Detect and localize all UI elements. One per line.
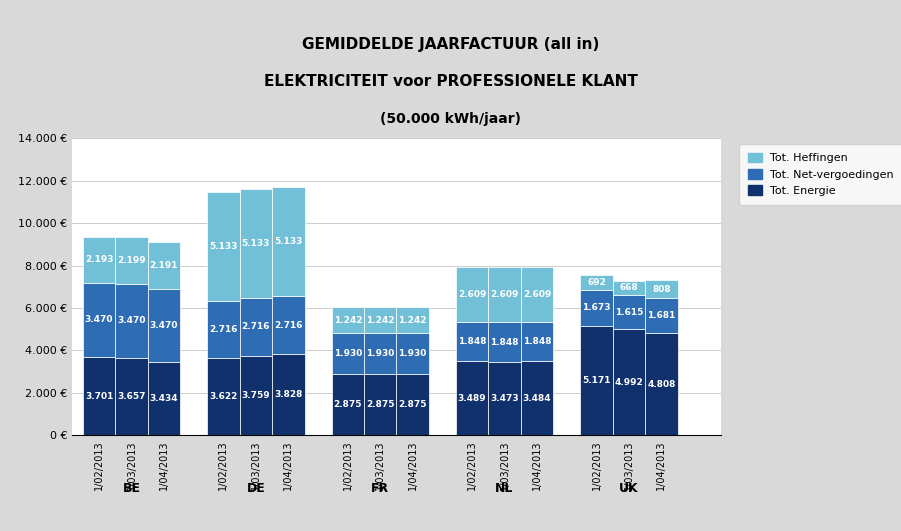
Text: 2.716: 2.716 [274, 321, 303, 330]
Bar [521, 267, 553, 322]
Text: 5.171: 5.171 [582, 376, 611, 385]
Text: 3.489: 3.489 [458, 394, 487, 403]
Text: 4.992: 4.992 [614, 378, 643, 387]
Bar [332, 307, 364, 333]
Text: GEMIDDELDE JAARFACTUUR (all in): GEMIDDELDE JAARFACTUUR (all in) [302, 37, 599, 52]
Bar [272, 296, 305, 354]
Text: 1.930: 1.930 [398, 349, 427, 358]
Text: NL: NL [496, 482, 514, 495]
Bar [488, 267, 521, 322]
Bar [580, 326, 613, 435]
Text: 1.681: 1.681 [647, 311, 676, 320]
Bar [83, 283, 115, 357]
Text: 2.609: 2.609 [490, 290, 519, 299]
Bar [396, 307, 429, 333]
Text: 4.808: 4.808 [647, 380, 676, 389]
Bar [364, 307, 396, 333]
Text: 1.673: 1.673 [582, 303, 611, 312]
Bar [613, 281, 645, 295]
Bar [207, 358, 240, 435]
Text: BE: BE [123, 482, 141, 495]
Text: 1.848: 1.848 [458, 337, 487, 346]
Bar [488, 322, 521, 362]
Bar [396, 374, 429, 435]
Text: 808: 808 [652, 285, 670, 294]
Text: 2.199: 2.199 [117, 256, 146, 265]
Text: 1.242: 1.242 [398, 315, 427, 324]
Text: 1.930: 1.930 [366, 349, 395, 358]
Bar [83, 236, 115, 283]
Bar [115, 358, 148, 435]
Text: 692: 692 [587, 278, 605, 287]
Bar [488, 362, 521, 435]
Bar [115, 237, 148, 284]
Bar [645, 280, 678, 297]
Text: 3.657: 3.657 [117, 392, 146, 401]
Text: 3.701: 3.701 [85, 392, 114, 400]
Text: DE: DE [247, 482, 265, 495]
Bar [580, 290, 613, 326]
Text: 2.875: 2.875 [333, 400, 362, 409]
Bar [645, 297, 678, 333]
Text: FR: FR [371, 482, 389, 495]
Bar [364, 374, 396, 435]
Bar [456, 267, 488, 322]
Bar [521, 362, 553, 435]
Text: 2.193: 2.193 [85, 255, 114, 264]
Text: 2.875: 2.875 [398, 400, 427, 409]
Text: 3.470: 3.470 [85, 315, 114, 324]
Bar [456, 322, 488, 361]
Bar [364, 333, 396, 374]
Bar [148, 242, 180, 289]
Text: 1.848: 1.848 [490, 338, 519, 347]
Text: 3.470: 3.470 [150, 321, 178, 330]
Text: 1.242: 1.242 [366, 315, 395, 324]
Text: UK: UK [619, 482, 639, 495]
Bar [240, 189, 272, 298]
Text: 2.716: 2.716 [209, 325, 238, 334]
Bar [332, 374, 364, 435]
Text: 3.622: 3.622 [209, 392, 238, 401]
Text: 1.930: 1.930 [333, 349, 362, 358]
Bar [240, 298, 272, 356]
Text: 5.133: 5.133 [241, 239, 270, 248]
Bar [521, 322, 553, 362]
Bar [645, 333, 678, 435]
Text: 2.716: 2.716 [241, 322, 270, 331]
Text: 3.434: 3.434 [150, 395, 178, 404]
Text: (50.000 kWh/jaar): (50.000 kWh/jaar) [380, 112, 521, 125]
Text: 1.848: 1.848 [523, 337, 551, 346]
Bar [456, 361, 488, 435]
Text: 5.133: 5.133 [274, 237, 303, 246]
Bar [115, 284, 148, 358]
Bar [580, 276, 613, 290]
Bar [207, 301, 240, 358]
Text: 3.759: 3.759 [241, 391, 270, 400]
Text: 2.609: 2.609 [523, 290, 551, 299]
Text: 3.828: 3.828 [274, 390, 303, 399]
Text: 3.470: 3.470 [117, 316, 146, 326]
Bar [396, 333, 429, 374]
Text: 3.473: 3.473 [490, 394, 519, 403]
Text: 3.484: 3.484 [523, 394, 551, 403]
Text: 1.242: 1.242 [333, 315, 362, 324]
Bar [272, 187, 305, 296]
Text: 2.875: 2.875 [366, 400, 395, 409]
Bar [240, 356, 272, 435]
Text: 5.133: 5.133 [209, 242, 238, 251]
Bar [207, 192, 240, 301]
Legend: Tot. Heffingen, Tot. Net-vergoedingen, Tot. Energie: Tot. Heffingen, Tot. Net-vergoedingen, T… [740, 143, 901, 205]
Bar [83, 357, 115, 435]
Text: 1.615: 1.615 [614, 308, 643, 316]
Text: 2.191: 2.191 [150, 261, 178, 270]
Text: ELEKTRICITEIT voor PROFESSIONELE KLANT: ELEKTRICITEIT voor PROFESSIONELE KLANT [264, 74, 637, 89]
Text: 668: 668 [620, 284, 638, 293]
Text: 2.609: 2.609 [458, 290, 487, 299]
Bar [613, 329, 645, 435]
Bar [613, 295, 645, 329]
Bar [148, 289, 180, 363]
Bar [272, 354, 305, 435]
Bar [332, 333, 364, 374]
Bar [148, 363, 180, 435]
